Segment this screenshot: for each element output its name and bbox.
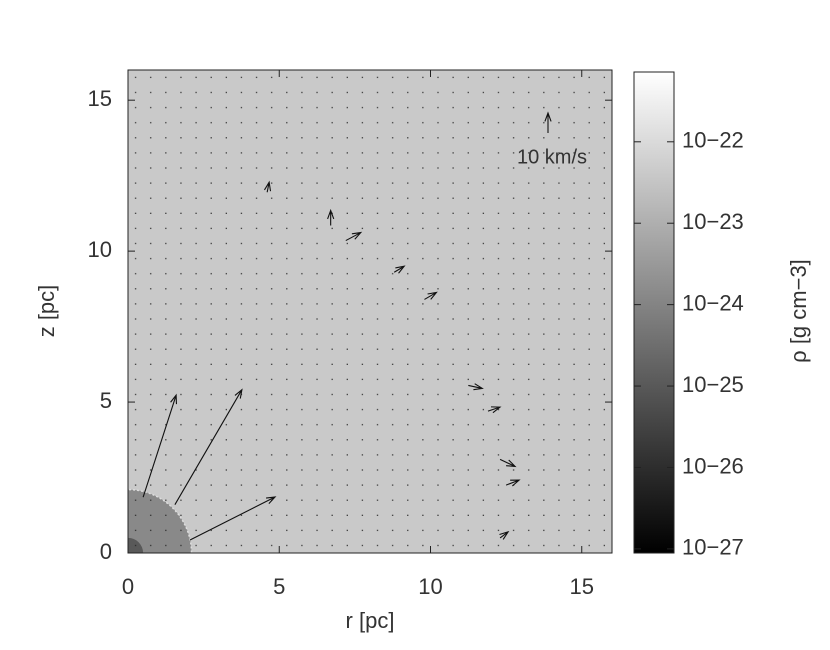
velocity-arrow (174, 388, 243, 505)
colorbar-tick-label: 10−22 (682, 128, 744, 153)
x-tick-label: 0 (122, 574, 134, 599)
velocity-arrow (189, 496, 277, 541)
velocity-arrow (468, 383, 484, 391)
y-axis-label: z [pc] (34, 285, 59, 338)
x-tick-label: 15 (570, 574, 594, 599)
x-tick-label: 5 (273, 574, 285, 599)
velocity-arrow (499, 458, 517, 468)
velocity-arrow (327, 208, 335, 226)
velocity-arrow (345, 231, 363, 242)
x-axis-label: r [pc] (346, 608, 395, 633)
velocity-arrow (505, 479, 521, 487)
x-tick-label: 10 (418, 574, 442, 599)
key-arrow (544, 111, 552, 133)
y-tick-label: 10 (88, 237, 112, 262)
colorbar-tick-label: 10−25 (682, 372, 744, 397)
y-tick-label: 15 (88, 86, 112, 111)
velocity-arrow (487, 406, 502, 414)
plot-frame (127, 69, 613, 554)
key-label: 10 km/s (517, 146, 587, 168)
colorbar-label: ρ [g cm−3] (786, 259, 811, 363)
y-tick-label: 5 (100, 388, 112, 413)
velocity-arrow (393, 265, 406, 274)
velocity-grid (128, 70, 612, 553)
velocity-arrow (424, 291, 438, 300)
colorbar-tick-label: 10−26 (682, 453, 744, 478)
colorbar-tick-label: 10−23 (682, 209, 744, 234)
colorbar (633, 71, 675, 554)
velocity-arrow (263, 180, 272, 193)
y-tick-label: 0 (100, 539, 112, 564)
velocity-arrow (142, 393, 178, 498)
velocity-arrow (499, 530, 510, 540)
colorbar-tick-label: 10−24 (682, 290, 744, 315)
colorbar-tick-label: 10−27 (682, 535, 744, 560)
